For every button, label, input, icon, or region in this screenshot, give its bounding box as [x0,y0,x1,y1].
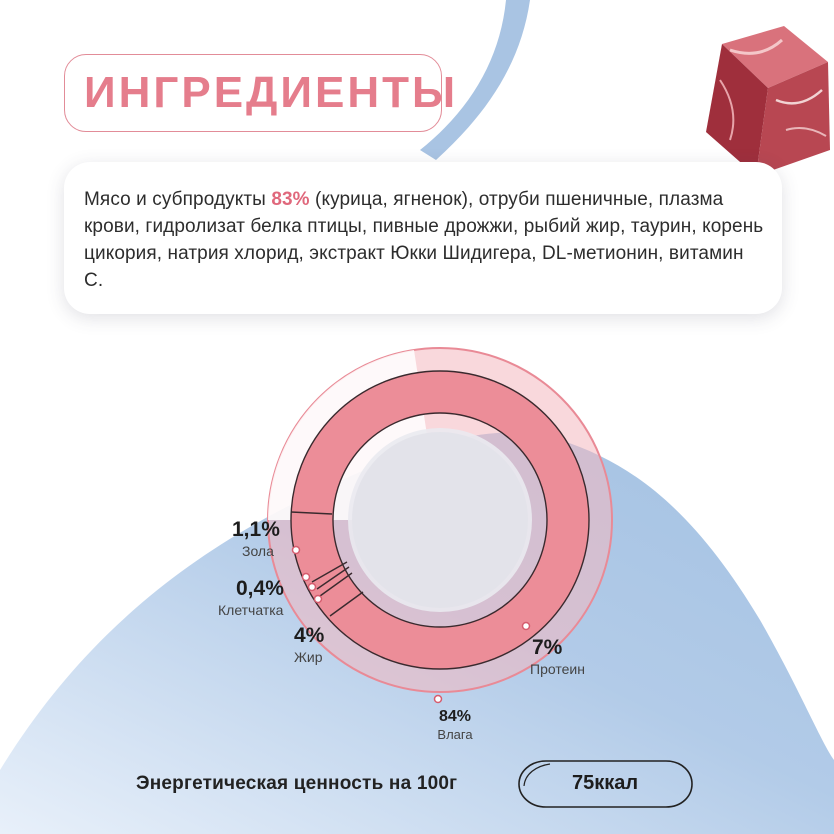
label-zola: 1,1% Зола [232,518,280,559]
page-title: ИНГРЕДИЕНТЫ [84,68,459,117]
title-frame [64,54,442,132]
label-protein: 7% Протеин [530,636,585,677]
ingredients-text: Мясо и субпродукты 83% (курица, ягненок)… [84,189,764,291]
label-vlaga: 84% Влага [437,708,473,742]
label-kletchatka: 0,4% Клетчатка [218,577,284,618]
energy-value: 75ккал [571,772,639,794]
energy-value-frame [518,760,693,808]
meat-cube-icon [706,26,830,176]
marker-dot-zhir-1 [307,582,317,592]
ingredients-card [64,162,782,314]
marker-dot-vlaga [433,694,443,704]
meat-percent-highlight: 83% [271,189,310,210]
marker-dot-zhir-2 [313,594,323,604]
label-zhir: 4% Жир [294,624,325,665]
energy-label: Энергетическая ценность на 100г [136,773,458,794]
marker-dot-zola [291,545,301,555]
marker-dot-protein [521,621,531,631]
marker-dot-kletchatka [301,572,311,582]
